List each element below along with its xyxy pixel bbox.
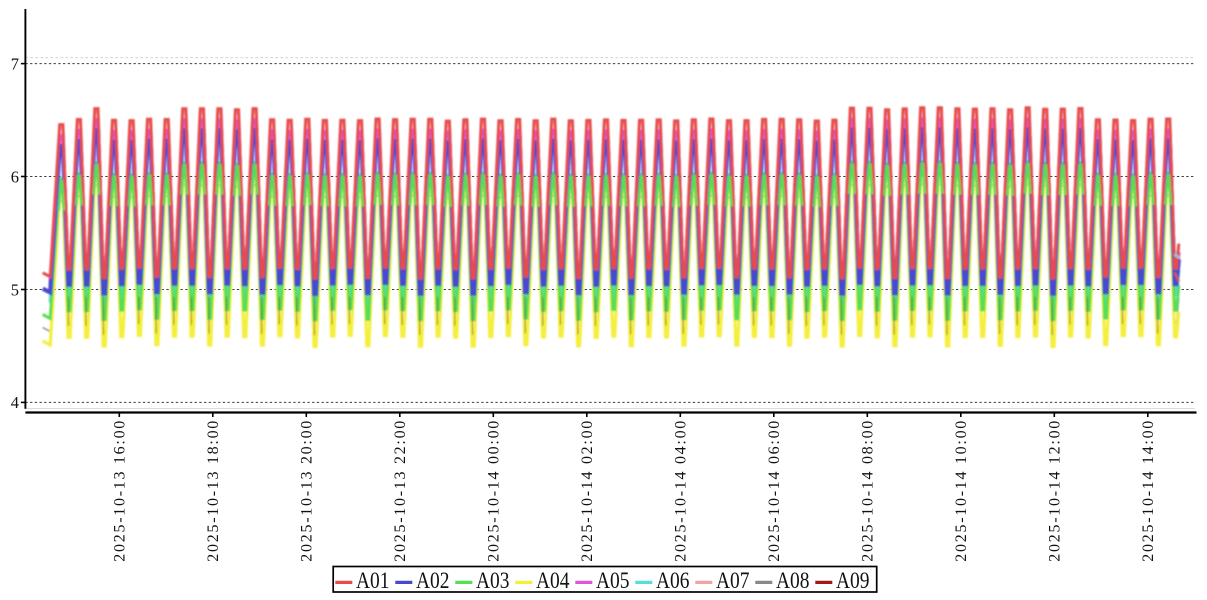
svg-text:2025-10-14 14:00: 2025-10-14 14:00 [1140, 421, 1157, 562]
svg-text:A07: A07 [716, 568, 750, 593]
svg-text:A04: A04 [536, 568, 570, 593]
svg-text:2025-10-14 08:00: 2025-10-14 08:00 [859, 421, 876, 562]
svg-text:6: 6 [11, 167, 19, 186]
svg-text:4: 4 [11, 393, 19, 412]
svg-text:A06: A06 [656, 568, 690, 593]
svg-text:2025-10-13 20:00: 2025-10-13 20:00 [298, 421, 315, 562]
svg-text:A09: A09 [836, 568, 870, 593]
svg-text:7: 7 [11, 54, 19, 73]
svg-text:A01: A01 [356, 568, 390, 593]
svg-text:A08: A08 [776, 568, 810, 593]
svg-text:A02: A02 [416, 568, 450, 593]
svg-text:2025-10-14 12:00: 2025-10-14 12:00 [1046, 421, 1063, 562]
svg-text:2025-10-13 16:00: 2025-10-13 16:00 [111, 421, 128, 562]
svg-text:2025-10-14 04:00: 2025-10-14 04:00 [672, 421, 689, 562]
svg-text:2025-10-14 00:00: 2025-10-14 00:00 [485, 421, 502, 562]
svg-text:5: 5 [11, 280, 19, 299]
svg-text:A05: A05 [596, 568, 630, 593]
svg-text:A03: A03 [476, 568, 510, 593]
svg-text:2025-10-14 06:00: 2025-10-14 06:00 [766, 421, 783, 562]
svg-text:2025-10-13 22:00: 2025-10-13 22:00 [392, 421, 409, 562]
svg-text:2025-10-14 02:00: 2025-10-14 02:00 [579, 421, 596, 562]
svg-text:2025-10-13 18:00: 2025-10-13 18:00 [205, 421, 222, 562]
svg-text:2025-10-14 10:00: 2025-10-14 10:00 [953, 421, 970, 562]
